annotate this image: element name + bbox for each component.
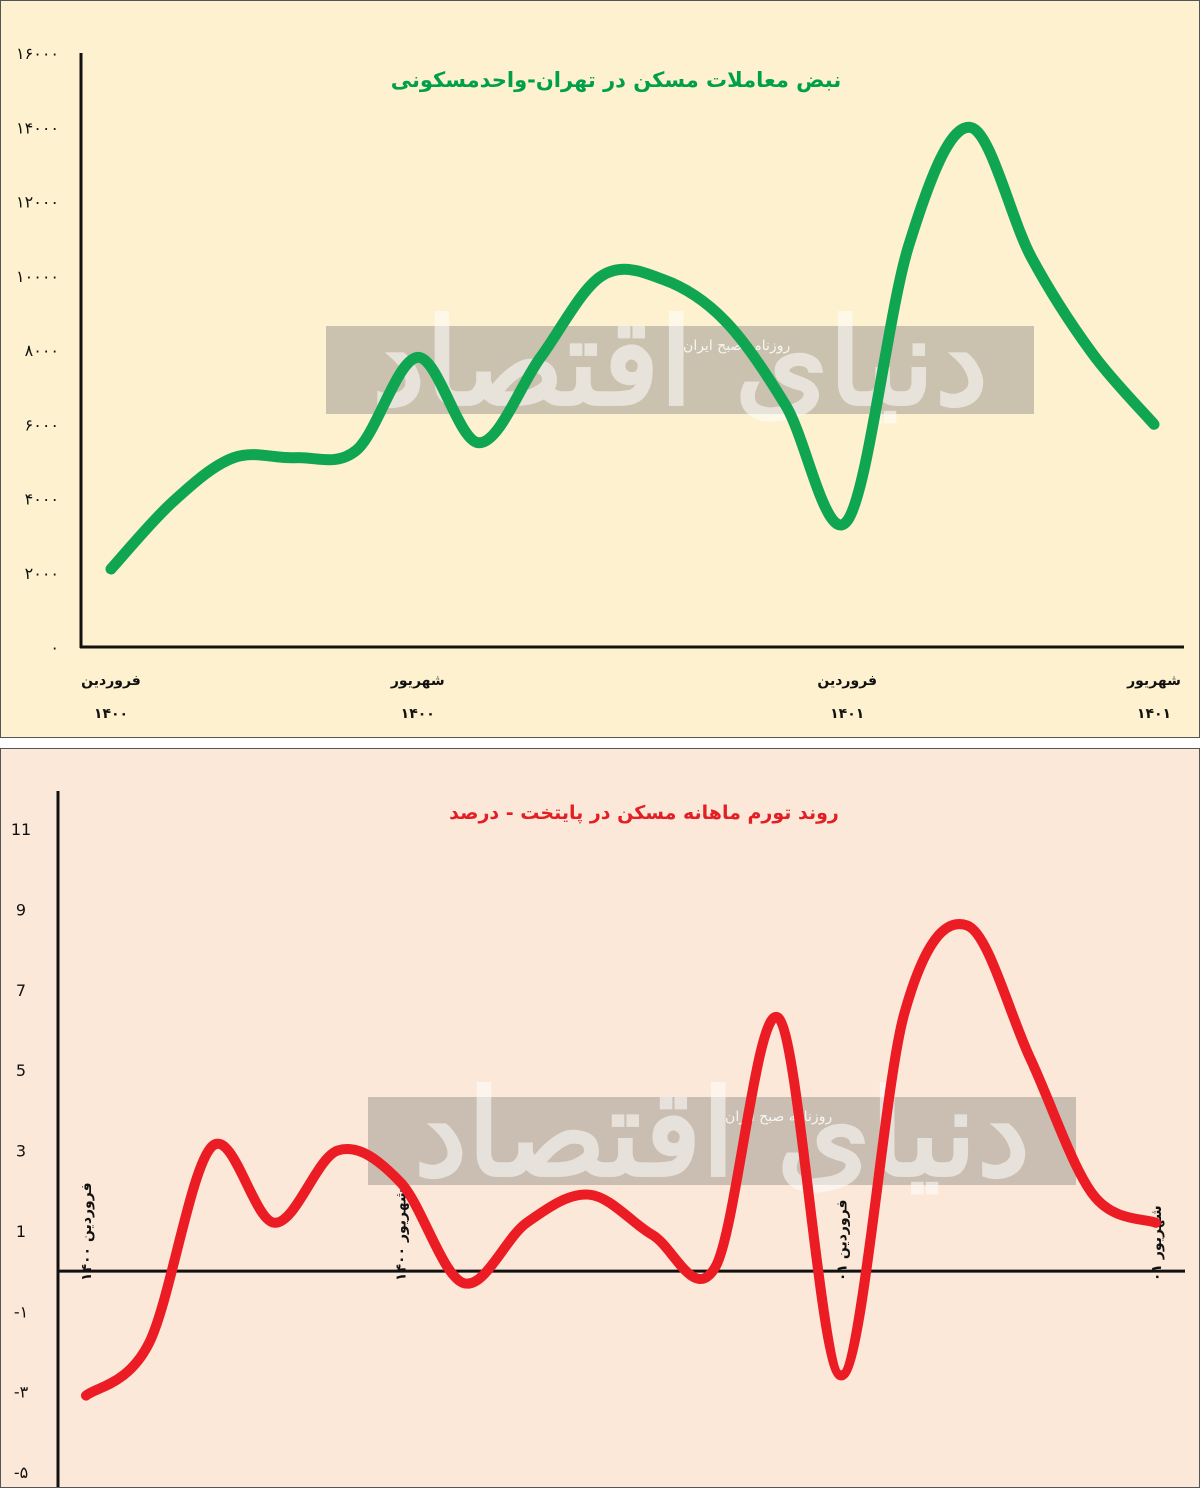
x-tick-label: فروردین ۰۱: [834, 1199, 850, 1281]
x-tick-label: شهریور: [390, 673, 445, 689]
x-tick-label: شهریور: [1126, 673, 1181, 689]
y-tick-label: ۶۰۰۰: [25, 415, 59, 434]
chart-axes: [56, 791, 1185, 1487]
x-axis-ticks: فروردین ۱۴۰۰ شهریور ۱۴۰۰ فروردین ۱۴۰۱ شهریور ۱۴…: [81, 673, 1181, 722]
y-tick-label: 3: [16, 1142, 26, 1161]
chart-title: نبض معاملات مسکن در تهران-واحدمسکونی: [391, 68, 842, 92]
inflation-series-line: [81, 919, 1161, 1401]
y-tick-label: 5: [16, 1061, 26, 1080]
x-tick-year: ۱۴۰۰: [401, 706, 435, 722]
y-tick-label: -۵: [14, 1463, 28, 1482]
watermark-brand: دنیای اقتصاد: [414, 1063, 1030, 1204]
chart-axes: [79, 53, 1184, 649]
x-tick-year: ۱۴۰۱: [830, 706, 864, 722]
watermark-tagline: روزنامه صبح ایران: [683, 338, 790, 354]
y-tick-label: ۱۶۰۰۰: [16, 44, 59, 63]
y-tick-label: ۰: [50, 638, 59, 657]
chart-title: روند تورم ماهانه مسکن در پایتخت - درصد: [449, 802, 839, 824]
y-tick-label: 1: [16, 1222, 26, 1241]
chart-panel-inflation: دنیای اقتصاد روزنامه صبح ایران -۵ -۳ -۱ 1 3 5 7…: [0, 748, 1200, 1488]
y-tick-label: 7: [16, 981, 26, 1000]
y-tick-label: 9: [16, 900, 26, 919]
chart-panel-transactions: دنیای اقتصاد روزنامه صبح ایران ۰ ۲۰۰۰ ۴۰۰۰ ۶…: [0, 0, 1200, 738]
y-axis-ticks: -۵ -۳ -۱ 1 3 5 7 9 11: [11, 820, 31, 1482]
y-tick-label: ۱۰۰۰۰: [16, 267, 59, 286]
watermark-tagline: روزنامه صبح ایران: [725, 1109, 832, 1125]
y-tick-label: -۳: [14, 1383, 29, 1402]
x-tick-label: فروردین ۱۴۰۰: [79, 1182, 95, 1281]
watermark-band: [368, 1097, 1076, 1185]
y-tick-label: -۱: [14, 1302, 28, 1321]
transactions-series-line: [105, 121, 1160, 575]
x-tick-label: فروردین: [817, 673, 877, 689]
y-axis-ticks: ۰ ۲۰۰۰ ۴۰۰۰ ۶۰۰۰ ۸۰۰۰ ۱۰۰۰۰ ۱۲۰۰۰ ۱۴۰۰۰ ۱۶۰۰۰: [16, 44, 59, 657]
x-tick-year: ۱۴۰۰: [94, 706, 128, 722]
y-tick-label: ۲۰۰۰: [25, 564, 59, 583]
y-tick-label: ۴۰۰۰: [25, 490, 59, 509]
y-tick-label: ۱۲۰۰۰: [16, 193, 59, 212]
x-tick-label: شهریور ۱۴۰۰: [394, 1188, 410, 1281]
x-tick-year: ۱۴۰۱: [1137, 706, 1171, 722]
y-tick-label: ۱۴۰۰۰: [16, 118, 59, 137]
y-tick-label: ۸۰۰۰: [25, 341, 59, 360]
x-tick-label: فروردین: [81, 673, 141, 689]
y-tick-label: 11: [11, 820, 31, 839]
